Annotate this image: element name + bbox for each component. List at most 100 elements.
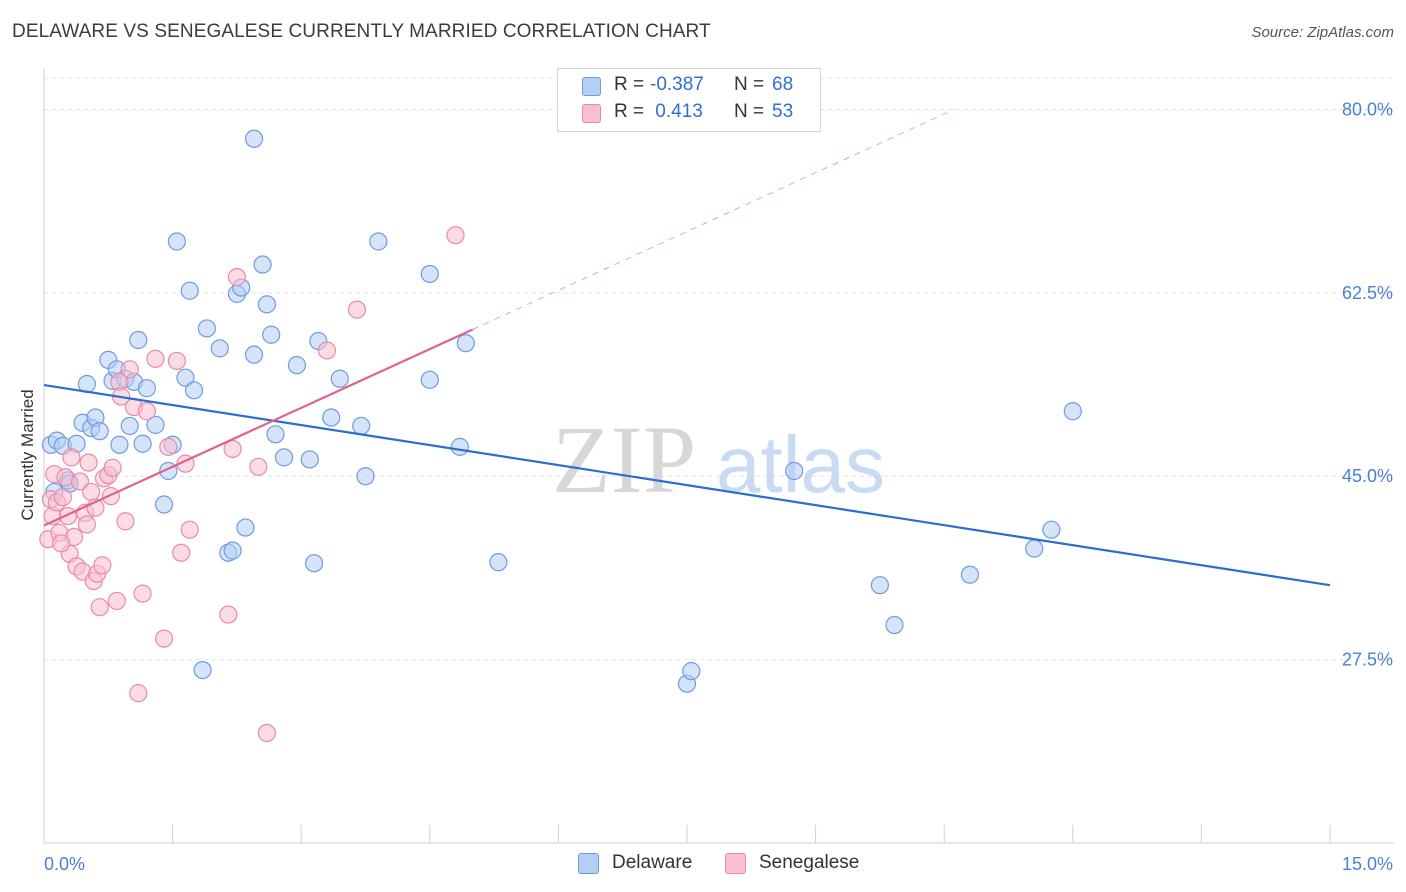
delaware-point <box>287 356 307 375</box>
delaware-legend-swatch <box>578 853 599 874</box>
delaware-point <box>137 379 156 398</box>
delaware-point <box>356 467 375 486</box>
legend-n-label: N = <box>734 74 765 95</box>
senegalese-point <box>93 556 112 575</box>
correlation-legend: R = -0.387 N = 68 R = 0.413 N = 53 <box>557 68 821 132</box>
senegalese-legend-label: Senegalese <box>759 852 860 873</box>
legend-r-value: 0.413 <box>650 101 703 122</box>
delaware-point <box>236 518 255 537</box>
delaware-point <box>1025 539 1044 558</box>
delaware-point <box>176 368 195 387</box>
y-tick-label: 45.0% <box>1342 466 1393 486</box>
legend-r-label: R = <box>614 74 645 95</box>
y-tick-label: 27.5% <box>1342 650 1393 670</box>
delaware-point <box>456 334 475 353</box>
senegalese-point <box>120 360 139 379</box>
delaware-point <box>420 370 439 389</box>
delaware-swatch <box>582 77 601 96</box>
delaware-point <box>110 435 129 454</box>
senegalese-point <box>70 472 90 491</box>
delaware-point <box>885 615 904 635</box>
senegalese-point <box>101 487 120 506</box>
delaware-point <box>450 437 469 456</box>
delaware-point <box>129 330 148 350</box>
senegalese-point <box>103 458 122 477</box>
data-points <box>39 129 1082 743</box>
delaware-point <box>210 339 229 358</box>
delaware-point <box>197 319 216 338</box>
trend-lines <box>43 108 1331 587</box>
legend-n-value: 68 <box>772 74 794 95</box>
chart-source: Source: ZipAtlas.com <box>1251 24 1394 41</box>
delaware-point <box>180 281 199 300</box>
delaware-legend-label: Delaware <box>612 852 693 873</box>
delaware-point <box>262 325 281 344</box>
senegalese-swatch <box>582 104 601 123</box>
delaware-point <box>193 660 212 680</box>
delaware-point <box>420 264 439 284</box>
legend-row-senegalese: R = 0.413 N = 53 <box>558 101 820 127</box>
delaware-point <box>300 450 319 469</box>
senegalese-point <box>257 723 277 743</box>
delaware-point <box>322 408 341 427</box>
delaware-point <box>785 461 804 481</box>
senegalese-point <box>172 543 191 562</box>
senegalese-point <box>249 457 268 476</box>
delaware-point <box>90 422 109 441</box>
senegalese-point <box>90 598 109 617</box>
delaware-point <box>223 541 242 560</box>
senegalese-legend-swatch <box>725 853 746 874</box>
senegalese-point <box>146 349 165 368</box>
legend-n-value: 53 <box>772 101 794 122</box>
watermark: ZIP atlas <box>552 406 885 513</box>
delaware-point <box>257 295 277 314</box>
legend-r-label: R = <box>614 101 645 122</box>
legend-n-label: N = <box>734 101 765 122</box>
delaware-point <box>304 554 324 573</box>
senegalese-trend-extension <box>472 108 955 330</box>
delaware-point <box>120 416 139 436</box>
delaware-point <box>244 129 264 148</box>
tick-labels: 27.5% 45.0% 62.5% 80.0% 0.0% 15.0% <box>44 99 1393 874</box>
delaware-point <box>167 232 186 251</box>
delaware-point <box>960 565 980 584</box>
senegalese-trend-line <box>43 328 474 527</box>
delaware-point <box>253 255 272 274</box>
senegalese-point <box>227 268 246 287</box>
delaware-point <box>266 425 285 444</box>
senegalese-point <box>137 402 156 421</box>
senegalese-point <box>62 448 81 467</box>
senegalese-point <box>159 437 178 456</box>
gridlines <box>44 77 1394 661</box>
delaware-point <box>330 369 349 388</box>
legend-row-delaware: R = -0.387 N = 68 <box>558 74 820 100</box>
delaware-point <box>133 434 152 453</box>
delaware-point <box>1042 520 1061 539</box>
x-tick-label: 0.0% <box>44 854 85 874</box>
delaware-point <box>244 345 264 364</box>
senegalese-point <box>133 584 152 603</box>
senegalese-point <box>317 341 337 360</box>
senegalese-point <box>107 591 126 611</box>
axes <box>43 68 1394 844</box>
x-tick-label: 15.0% <box>1342 854 1393 874</box>
senegalese-point <box>154 629 174 648</box>
legend-r-value: -0.387 <box>650 74 704 95</box>
senegalese-point <box>53 488 72 507</box>
chart-title: DELAWARE VS SENEGALESE CURRENTLY MARRIED… <box>12 21 711 42</box>
senegalese-point <box>116 512 135 531</box>
senegalese-point <box>79 453 98 472</box>
delaware-point <box>184 381 204 400</box>
y-tick-label: 80.0% <box>1342 99 1393 119</box>
watermark-zip: ZIP <box>552 406 696 513</box>
delaware-point <box>146 415 165 434</box>
senegalese-point <box>82 482 101 502</box>
senegalese-point <box>219 605 238 624</box>
senegalese-point <box>446 226 465 245</box>
senegalese-point <box>223 439 242 459</box>
delaware-point <box>352 416 371 436</box>
senegalese-point <box>167 351 186 371</box>
delaware-point <box>489 553 508 572</box>
senegalese-point <box>52 534 71 553</box>
